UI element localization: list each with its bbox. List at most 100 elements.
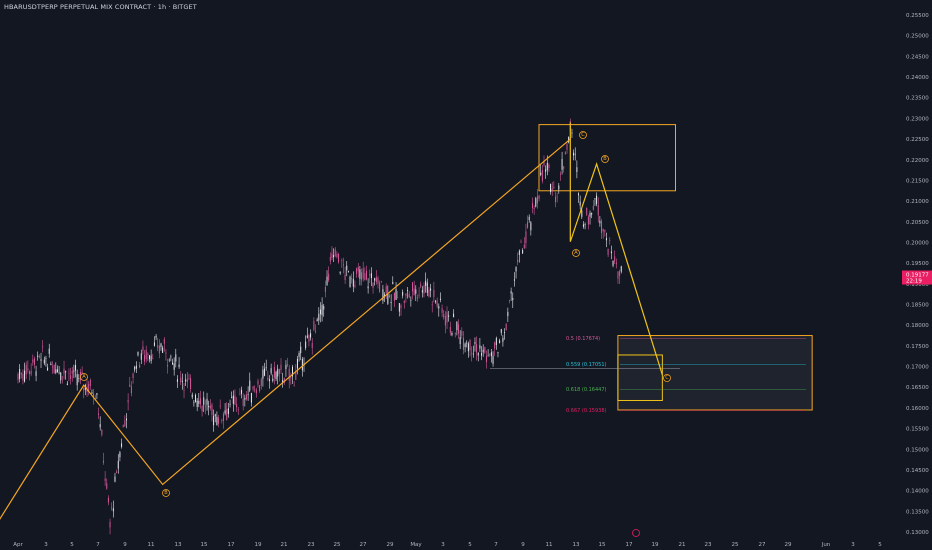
x-tick-label: 11 (546, 542, 553, 548)
candle-body (196, 400, 198, 407)
candle-body (439, 298, 441, 300)
candle-body (42, 346, 44, 348)
candle-body (222, 413, 224, 421)
candle-body (421, 290, 423, 293)
candle-body (268, 379, 270, 382)
candle-body (505, 323, 507, 331)
wave-label: B (164, 490, 168, 496)
candle-body (149, 355, 150, 360)
candle-body (555, 196, 557, 203)
candle-body (372, 282, 374, 288)
candle-body (125, 418, 127, 421)
x-tick-label: 17 (228, 542, 235, 548)
candle-body (292, 366, 294, 377)
price-tag (902, 270, 932, 285)
candle-body (543, 161, 545, 166)
candle-body (431, 304, 433, 306)
candle-body (594, 198, 596, 200)
candle-body (129, 384, 131, 387)
candle-body (540, 172, 542, 176)
candle-body (323, 306, 325, 310)
candle-body (388, 295, 390, 297)
y-tick-label: 0.16500 (906, 385, 929, 391)
candle-body (311, 342, 313, 348)
candle-body (451, 332, 453, 336)
candle-body (364, 273, 366, 281)
candle-body (605, 238, 607, 241)
candle-body (106, 483, 108, 489)
y-tick-label: 0.20500 (906, 220, 929, 226)
candle-body (45, 358, 47, 359)
candle-body (112, 508, 114, 512)
candle-body (250, 392, 252, 403)
y-tick-label: 0.15000 (906, 447, 929, 453)
candle-body (310, 333, 312, 338)
candle-body (492, 355, 494, 364)
candle-body (270, 368, 272, 374)
candle-body (497, 352, 499, 354)
candle-body (487, 355, 489, 357)
candle-body (38, 356, 40, 358)
candle-body (198, 400, 200, 404)
candle-body (170, 356, 172, 358)
candle-body (227, 408, 229, 415)
candle-body (346, 265, 348, 271)
candle-body (324, 286, 326, 292)
wave-label: A (82, 374, 86, 380)
candle-body (158, 345, 160, 354)
candle-body (162, 347, 164, 353)
candle-body (466, 342, 468, 344)
candle-body (117, 460, 119, 469)
candle-body (359, 269, 361, 279)
candle-body (564, 152, 566, 155)
candle-body (375, 277, 377, 283)
candle-body (272, 378, 274, 381)
candle-body (20, 372, 22, 375)
candle-body (453, 313, 455, 318)
candle-body (339, 271, 341, 274)
candle-body (563, 166, 565, 169)
y-tick-label: 0.22500 (906, 137, 929, 143)
candle-body (579, 201, 581, 206)
candle-body (477, 352, 479, 356)
candle-body (300, 346, 302, 354)
candle-body (280, 364, 282, 371)
wave-label-marker (162, 489, 170, 497)
y-tick-label: 0.24500 (906, 54, 929, 60)
zone-box (617, 354, 663, 401)
candle-body (333, 255, 335, 258)
candle-body (347, 271, 349, 273)
candle-body (587, 216, 589, 225)
candle-body (369, 274, 371, 276)
x-tick-label: 21 (679, 542, 686, 548)
candle-body (474, 342, 476, 344)
candle-body (155, 335, 157, 338)
y-tick-label: 0.14500 (906, 468, 929, 474)
candle-body (91, 392, 93, 394)
candle-body (30, 370, 32, 375)
x-tick-label: 27 (360, 542, 367, 548)
y-tick-label: 0.20000 (906, 240, 929, 246)
candle-body (132, 373, 134, 379)
wave-label: C (581, 132, 585, 138)
candle-body (63, 368, 65, 374)
candle-body (553, 187, 555, 188)
candle-body (438, 306, 440, 309)
candle-body (349, 276, 351, 287)
candle-body (172, 362, 174, 365)
candle-body (619, 271, 621, 276)
candle-body (504, 332, 506, 334)
candle-body (415, 289, 417, 294)
candle-body (499, 340, 501, 343)
candle-body (601, 220, 603, 234)
candle-body (160, 343, 162, 348)
candle-body (231, 397, 233, 398)
candle-body (602, 228, 604, 232)
x-tick-label: 3 (851, 542, 855, 548)
candle-body (614, 256, 616, 262)
y-tick-label: 0.21000 (906, 199, 929, 205)
candle-body (208, 406, 210, 408)
candle-body (374, 278, 376, 281)
candle-body (472, 353, 474, 355)
